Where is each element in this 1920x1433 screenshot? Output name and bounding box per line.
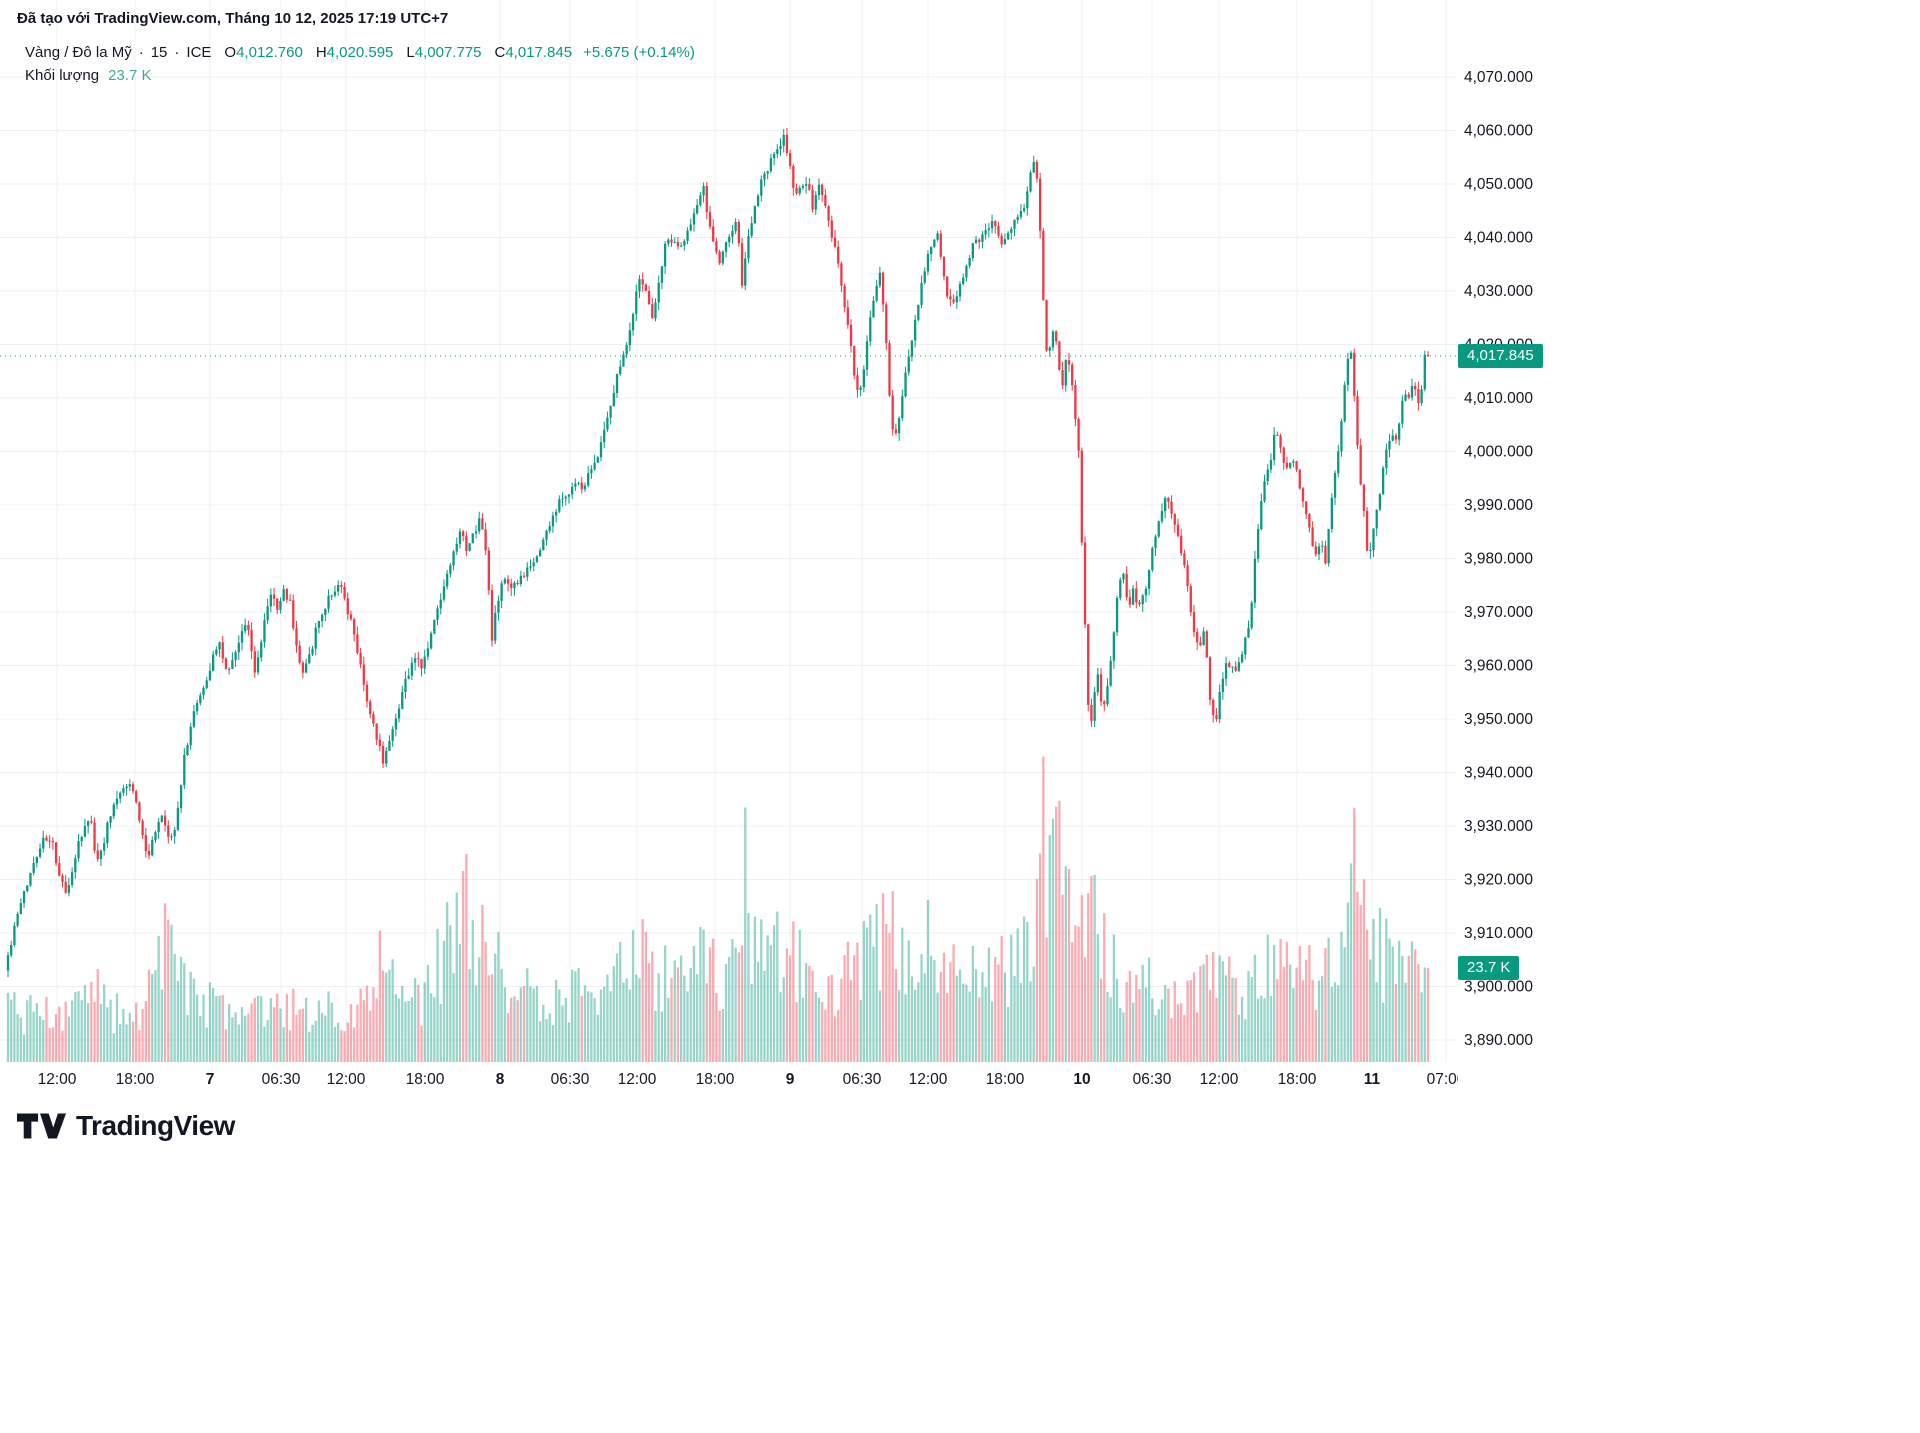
time-tick-label: 10 xyxy=(1073,1071,1090,1088)
grid xyxy=(0,0,1456,1062)
price-tick-label: 3,930.000 xyxy=(1464,818,1533,835)
price-tick-label: 4,010.000 xyxy=(1464,390,1533,407)
price-tick-label: 3,920.000 xyxy=(1464,872,1533,889)
volume-value: 23.7 K xyxy=(108,67,152,84)
time-tick-label: 12:00 xyxy=(38,1071,77,1088)
symbol-legend[interactable]: Vàng / Đô la Mỹ · 15 · ICE O4,012.760 H4… xyxy=(25,44,695,61)
time-tick-label: 06:30 xyxy=(551,1071,590,1088)
time-tick-label: 12:00 xyxy=(909,1071,948,1088)
time-tick-label: 12:00 xyxy=(327,1071,366,1088)
close-value: 4,017.845 xyxy=(505,44,573,61)
price-tick-label: 3,980.000 xyxy=(1464,551,1533,568)
price-tick-label: 3,940.000 xyxy=(1464,765,1533,782)
ohlc-open: O4,012.760 xyxy=(224,44,302,61)
price-tick-label: 3,950.000 xyxy=(1464,711,1533,728)
ohlc-close: C4,017.845 xyxy=(494,44,572,61)
time-tick-label: 11 xyxy=(1364,1071,1381,1088)
time-tick-label: 07:00 xyxy=(1427,1071,1466,1088)
last-price-badge: 4,017.845 xyxy=(1458,344,1543,369)
price-axis[interactable]: 4,070.000 4,060.000 4,050.000 4,040.000 4,03… xyxy=(1464,69,1533,1049)
time-tick-label: 06:30 xyxy=(843,1071,882,1088)
price-tick-label: 4,060.000 xyxy=(1464,123,1533,140)
price-tick-label: 4,030.000 xyxy=(1464,283,1533,300)
separator-dot: · xyxy=(138,44,144,61)
tradingview-mark-icon xyxy=(16,1113,66,1139)
time-tick-label: 06:30 xyxy=(1133,1071,1172,1088)
tradingview-logo[interactable]: TradingView xyxy=(16,1110,235,1142)
tradingview-wordmark: TradingView xyxy=(76,1110,235,1141)
low-label: L xyxy=(406,44,415,61)
open-value: 4,012.760 xyxy=(236,44,303,61)
price-tick-label: 3,900.000 xyxy=(1464,979,1533,996)
price-tick-label: 4,050.000 xyxy=(1464,176,1533,193)
candlesticks xyxy=(6,128,1430,978)
separator-dot: · xyxy=(174,44,180,61)
price-tick-label: 4,000.000 xyxy=(1464,444,1533,461)
price-tick-label: 3,970.000 xyxy=(1464,604,1533,621)
open-label: O xyxy=(224,44,237,61)
price-tick-label: 3,960.000 xyxy=(1464,658,1533,675)
time-tick-label: 9 xyxy=(786,1071,795,1088)
low-value: 4,007.775 xyxy=(414,44,482,61)
snapshot-credit: Đã tạo với TradingView.com, Tháng 10 12,… xyxy=(17,10,449,27)
time-tick-label: 12:00 xyxy=(618,1071,657,1088)
symbol-interval[interactable]: 15 xyxy=(150,44,168,61)
price-tick-label: 4,040.000 xyxy=(1464,230,1533,247)
price-tick-label: 4,070.000 xyxy=(1464,69,1533,86)
time-tick-label: 18:00 xyxy=(406,1071,445,1088)
close-label: C xyxy=(494,44,506,61)
ohlc-low: L4,007.775 xyxy=(406,44,481,61)
change-value: +5.675 (+0.14%) xyxy=(583,44,695,61)
volume-legend[interactable]: Khối lượng 23.7 K xyxy=(25,67,151,84)
ohlc-high: H4,020.595 xyxy=(316,44,394,61)
price-tick-label: 3,990.000 xyxy=(1464,497,1533,514)
time-tick-label: 8 xyxy=(496,1071,505,1088)
time-tick-label: 06:30 xyxy=(262,1071,301,1088)
volume-label: Khối lượng xyxy=(25,67,100,84)
time-tick-label: 18:00 xyxy=(1278,1071,1317,1088)
time-tick-label: 18:00 xyxy=(116,1071,155,1088)
symbol-exchange: ICE xyxy=(186,44,212,61)
symbol-name[interactable]: Vàng / Đô la Mỹ xyxy=(25,44,132,61)
price-tick-label: 3,910.000 xyxy=(1464,925,1533,942)
time-tick-label: 7 xyxy=(206,1071,215,1088)
time-tick-label: 18:00 xyxy=(696,1071,735,1088)
price-tick-label: 3,890.000 xyxy=(1464,1032,1533,1049)
volume-badge: 23.7 K xyxy=(1458,956,1520,980)
time-tick-label: 18:00 xyxy=(986,1071,1025,1088)
time-tick-label: 12:00 xyxy=(1200,1071,1239,1088)
high-label: H xyxy=(315,44,327,61)
time-axis[interactable]: 12:00 18:00 7 06:30 12:00 18:00 8 06:30 12:00 18:… xyxy=(38,1071,1466,1088)
volume-bars xyxy=(6,756,1430,1062)
high-value: 4,020.595 xyxy=(326,44,394,61)
